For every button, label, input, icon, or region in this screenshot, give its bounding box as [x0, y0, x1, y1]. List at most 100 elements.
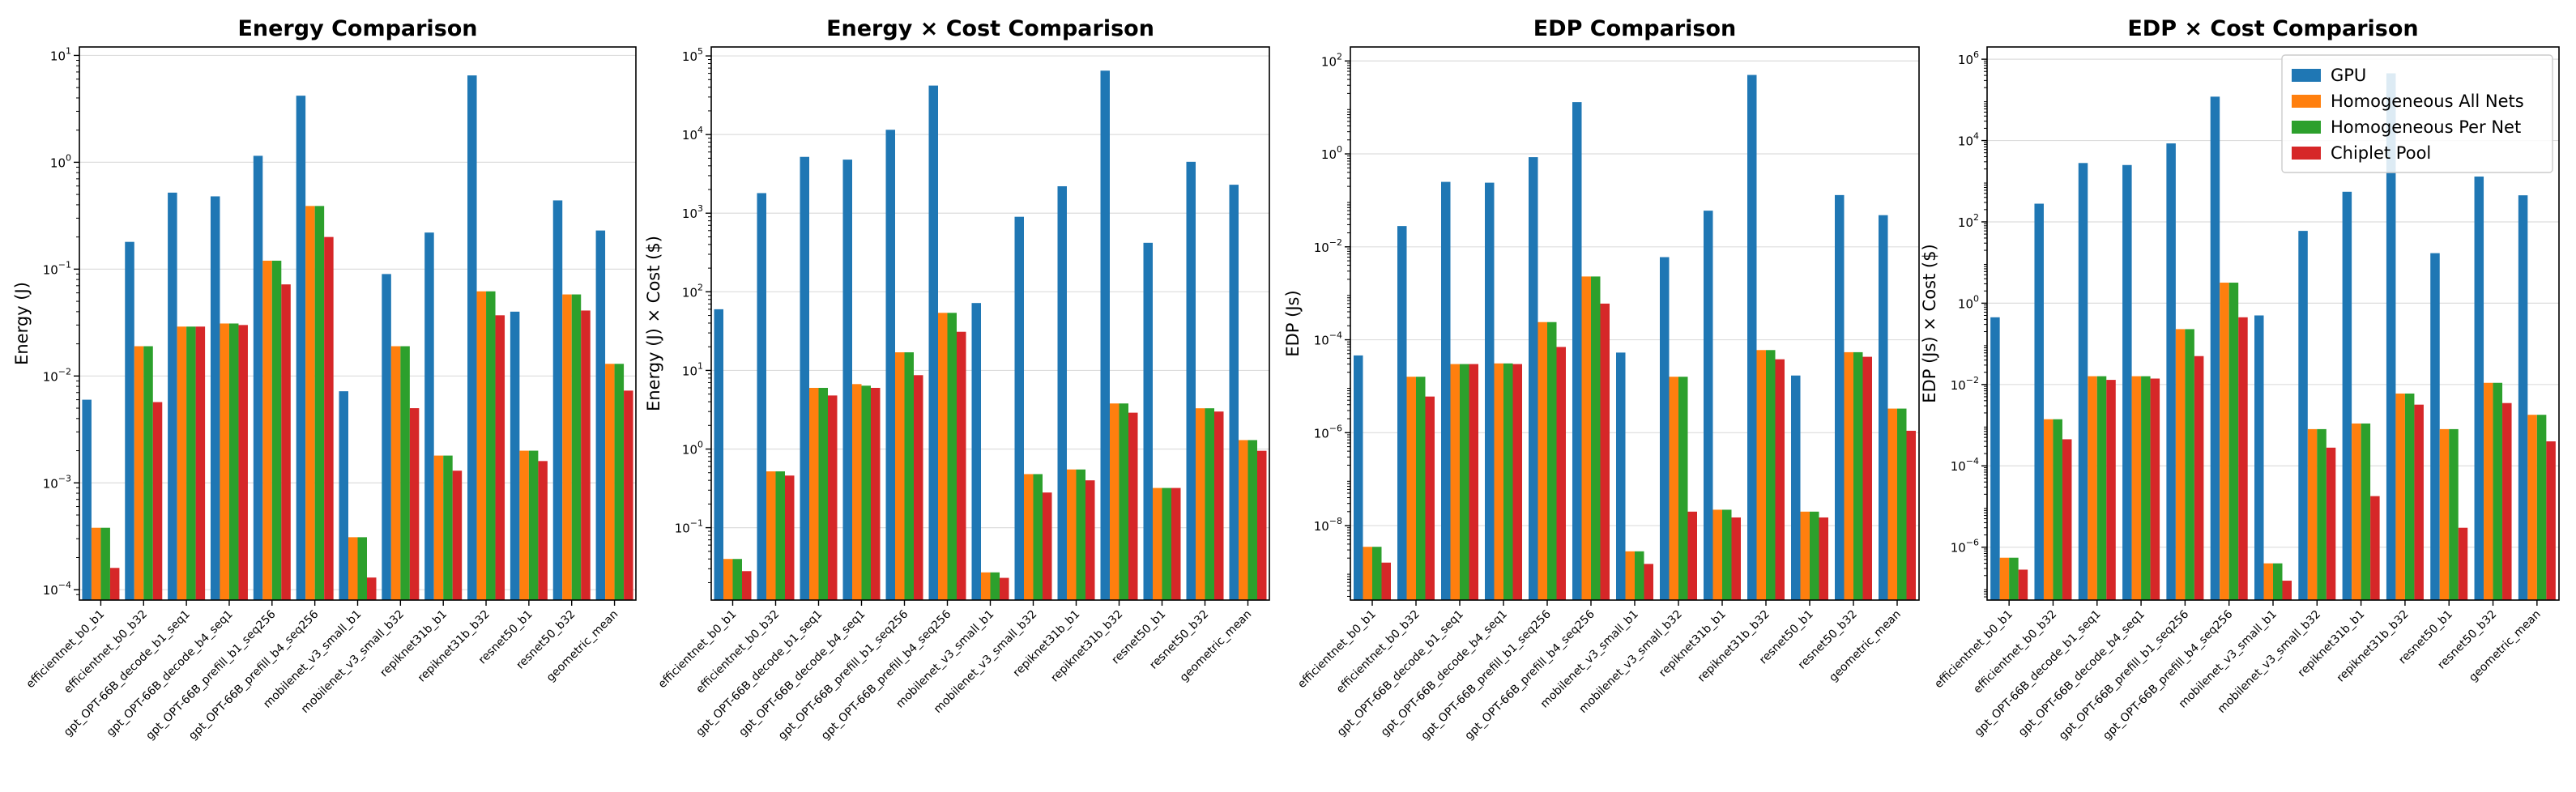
legend-label: Chiplet Pool [2331, 143, 2431, 163]
bar-homogeneous-all-nets [766, 471, 776, 600]
bar-homogeneous-all-nets [2527, 415, 2537, 600]
bar-chiplet-pool [785, 475, 795, 600]
bar-gpu [885, 130, 895, 600]
bar-gpu [971, 303, 981, 600]
y-tick-label: 105 [682, 46, 703, 64]
bar-homogeneous-per-net [143, 346, 153, 600]
bar-chiplet-pool [367, 577, 377, 600]
bar-gpu [1747, 75, 1757, 600]
bar-chiplet-pool [1381, 562, 1391, 600]
bar-homogeneous-all-nets [2220, 283, 2229, 600]
bar-homogeneous-per-net [1162, 488, 1171, 600]
bar-homogeneous-per-net [990, 572, 1000, 600]
legend-swatch [2292, 147, 2321, 160]
bar-homogeneous-all-nets [938, 313, 948, 600]
bar-homogeneous-per-net [2449, 428, 2459, 600]
bar-homogeneous-all-nets [177, 326, 187, 600]
bar-chiplet-pool [2238, 317, 2248, 600]
bar-homogeneous-per-net [1635, 551, 1644, 600]
y-axis-label: Energy (J) × Cost ($) [644, 236, 663, 411]
bar-chiplet-pool [1425, 396, 1435, 600]
y-tick-label: 100 [50, 152, 71, 170]
bar-homogeneous-per-net [2361, 423, 2371, 600]
bar-chiplet-pool [281, 284, 291, 600]
bar-chiplet-pool [1469, 364, 1478, 600]
y-tick-label: 10−4 [1314, 330, 1342, 348]
bar-homogeneous-all-nets [2307, 428, 2318, 600]
bar-homogeneous-per-net [1460, 364, 1469, 600]
bar-gpu [1229, 185, 1239, 601]
bar-gpu [595, 230, 606, 600]
bar-gpu [1879, 215, 1888, 600]
bar-homogeneous-per-net [775, 471, 785, 600]
bar-homogeneous-per-net [443, 455, 453, 600]
bar-gpu [714, 309, 723, 600]
bar-gpu [2430, 253, 2440, 600]
bar-chiplet-pool [1644, 564, 1653, 600]
y-tick-label: 100 [1321, 144, 1342, 162]
bar-chiplet-pool [324, 236, 334, 600]
bar-homogeneous-all-nets [1406, 377, 1416, 600]
bar-gpu [1572, 102, 1582, 600]
bar-chiplet-pool [581, 310, 591, 600]
bar-homogeneous-per-net [357, 537, 367, 600]
bar-homogeneous-per-net [528, 450, 539, 600]
bar-gpu [552, 200, 563, 600]
bar-gpu [424, 232, 434, 600]
bar-homogeneous-all-nets [2395, 393, 2405, 600]
bar-homogeneous-all-nets [1999, 557, 2010, 600]
bar-gpu [1485, 182, 1495, 601]
bar-gpu [382, 274, 391, 600]
panel-title: EDP Comparison [1533, 16, 1737, 41]
legend: GPU Homogeneous All Nets Homogeneous Per N… [2281, 54, 2553, 173]
bar-chiplet-pool [2062, 439, 2072, 600]
bar-chiplet-pool [828, 395, 838, 600]
bar-chiplet-pool [2282, 581, 2292, 600]
bar-chiplet-pool [2018, 569, 2028, 600]
bar-homogeneous-per-net [2317, 428, 2327, 600]
bar-homogeneous-all-nets [1239, 440, 1248, 600]
bar-gpu [2166, 143, 2176, 600]
bar-chiplet-pool [495, 315, 505, 600]
bar-homogeneous-per-net [1897, 408, 1907, 600]
bar-homogeneous-per-net [486, 291, 496, 600]
bar-chiplet-pool [109, 568, 120, 600]
bar-homogeneous-all-nets [723, 559, 733, 600]
y-tick-label: 101 [50, 45, 71, 63]
bar-homogeneous-all-nets [2484, 382, 2493, 600]
bar-gpu [928, 85, 938, 601]
bar-homogeneous-all-nets [262, 260, 272, 600]
y-tick-label: 10−1 [675, 518, 703, 536]
bar-gpu [339, 391, 348, 600]
y-axis-label: EDP (Js) [1283, 290, 1303, 356]
bar-homogeneous-all-nets [2263, 563, 2273, 600]
bar-chiplet-pool [238, 325, 248, 600]
bar-homogeneous-per-net [1416, 377, 1426, 600]
bar-homogeneous-per-net [1678, 377, 1688, 600]
bar-chiplet-pool [452, 471, 463, 600]
bar-homogeneous-all-nets [852, 384, 862, 600]
y-tick-label: 10−2 [1951, 375, 1979, 393]
y-axis-label: EDP (Js) × Cost ($) [1920, 244, 1939, 402]
bar-homogeneous-all-nets [1450, 364, 1460, 600]
bar-gpu [757, 193, 766, 600]
legend-label: Homogeneous All Nets [2331, 92, 2524, 111]
bar-gpu [82, 399, 92, 600]
bar-gpu [125, 241, 134, 600]
bar-homogeneous-per-net [1247, 440, 1257, 600]
bar-homogeneous-per-net [2228, 283, 2239, 600]
bar-homogeneous-per-net [2009, 557, 2019, 600]
y-tick-label: 101 [682, 360, 703, 378]
y-tick-label: 106 [1958, 49, 1979, 67]
bar-homogeneous-per-net [2404, 393, 2415, 600]
bar-homogeneous-per-net [100, 527, 110, 600]
bar-chiplet-pool [1085, 480, 1095, 600]
bar-homogeneous-per-net [818, 387, 828, 600]
bar-homogeneous-all-nets [1494, 363, 1503, 600]
bar-chiplet-pool [1171, 488, 1181, 600]
bar-homogeneous-all-nets [1625, 551, 1635, 600]
bar-gpu [1835, 194, 1845, 600]
y-tick-label: 104 [1958, 131, 1979, 149]
bar-homogeneous-all-nets [1756, 350, 1766, 600]
